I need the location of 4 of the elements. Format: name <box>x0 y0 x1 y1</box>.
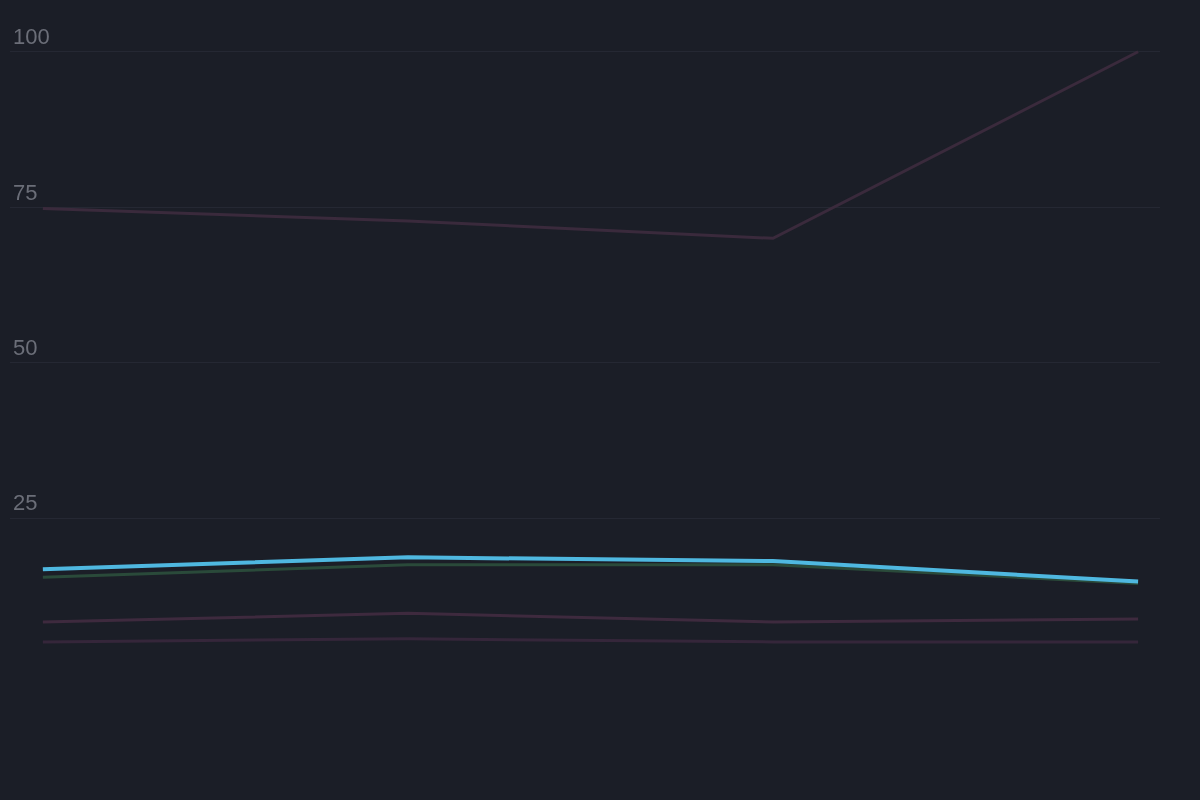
y-tick-label: 75 <box>13 179 38 205</box>
y-tick-label: 100 <box>13 24 50 50</box>
y-tick-label: 50 <box>13 334 38 360</box>
y-tick-label: 25 <box>13 490 38 516</box>
